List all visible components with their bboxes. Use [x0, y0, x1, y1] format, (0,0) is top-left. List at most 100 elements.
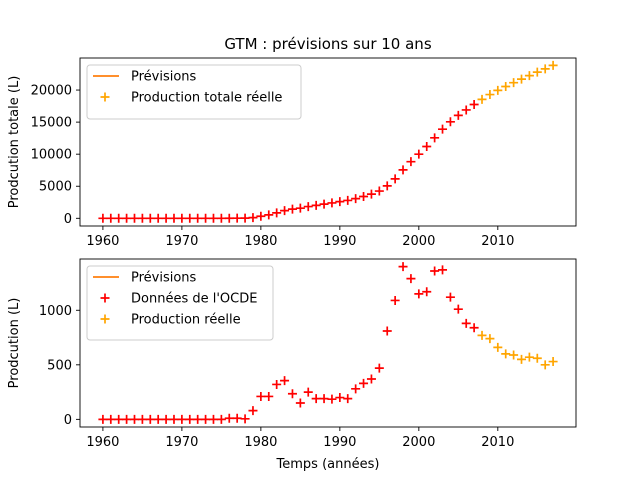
data-point	[272, 208, 282, 218]
data-point	[303, 202, 313, 212]
y-tick-label: 500	[47, 358, 72, 373]
data-point	[122, 213, 132, 223]
y-tick-label: 15000	[31, 116, 72, 131]
data-point	[335, 197, 345, 207]
x-tick-label: 1970	[165, 435, 198, 450]
data-point	[129, 213, 139, 223]
legend-plus-swatch	[100, 293, 110, 303]
data-point	[501, 82, 511, 92]
legend-label: Production totale réelle	[131, 91, 282, 106]
data-point	[216, 414, 226, 424]
legend-box	[86, 265, 274, 341]
y-tick-label: 1000	[39, 304, 72, 319]
x-tick-label: 1980	[244, 435, 277, 450]
data-point	[422, 287, 432, 297]
data-point	[185, 414, 195, 424]
data-point	[248, 406, 258, 416]
data-point	[256, 211, 266, 221]
legend-plus-swatch	[100, 314, 110, 324]
data-point	[122, 414, 132, 424]
data-point	[295, 203, 305, 213]
data-point	[319, 394, 329, 404]
x-tick-label: 1960	[86, 435, 119, 450]
data-point	[169, 414, 179, 424]
data-point	[359, 378, 369, 388]
data-point	[493, 85, 503, 95]
data-point	[390, 174, 400, 184]
data-point	[327, 394, 337, 404]
data-point	[280, 376, 290, 386]
legend-label: Prévisions	[131, 70, 197, 85]
data-point	[129, 414, 139, 424]
data-point	[137, 213, 147, 223]
data-point	[445, 117, 455, 127]
legend-label: Production réelle	[131, 313, 241, 328]
data-point	[232, 413, 242, 423]
data-point	[414, 289, 424, 299]
data-point	[343, 394, 353, 404]
bottom-panel: 1960 1970 1980 1990 2000 2010 0 500 1000 Prodcuti…	[7, 258, 577, 450]
data-point	[477, 94, 487, 104]
data-point	[343, 195, 353, 205]
data-point	[295, 398, 305, 408]
data-point	[430, 133, 440, 143]
y-axis-label: Prodcution totale (L)	[7, 76, 22, 209]
data-point	[161, 414, 171, 424]
data-point	[106, 414, 116, 424]
data-point	[453, 110, 463, 120]
data-point	[398, 262, 408, 272]
data-point	[469, 323, 479, 333]
y-tick-label: 0	[64, 413, 72, 428]
data-point	[548, 60, 558, 70]
data-point	[153, 213, 163, 223]
data-point	[548, 357, 558, 367]
data-point	[319, 199, 329, 209]
x-tick-label: 2000	[402, 234, 435, 249]
data-point	[406, 157, 416, 167]
data-point	[485, 90, 495, 100]
y-tick-label: 5000	[39, 180, 72, 195]
data-point	[351, 194, 361, 204]
data-point	[517, 354, 527, 364]
data-points	[98, 60, 558, 223]
x-tick-label: 1980	[244, 234, 277, 249]
data-point	[185, 213, 195, 223]
data-point	[414, 149, 424, 159]
data-point	[382, 326, 392, 336]
data-point	[177, 414, 187, 424]
data-point	[98, 414, 108, 424]
data-point	[453, 304, 463, 314]
data-point	[469, 99, 479, 109]
data-point	[351, 384, 361, 394]
data-point	[114, 414, 124, 424]
data-point	[461, 318, 471, 328]
plot-frame	[79, 258, 577, 428]
data-point	[240, 213, 250, 223]
data-point	[208, 414, 218, 424]
data-point	[169, 213, 179, 223]
data-point	[359, 192, 369, 202]
x-tick-label: 1960	[86, 234, 119, 249]
data-point	[208, 213, 218, 223]
data-point	[311, 200, 321, 210]
data-point	[280, 206, 290, 216]
data-point	[532, 67, 542, 77]
data-point	[287, 389, 297, 399]
data-point	[540, 360, 550, 370]
data-point	[477, 330, 487, 340]
data-point	[398, 165, 408, 175]
data-point	[193, 414, 203, 424]
data-point	[193, 213, 203, 223]
legend-label: Données de l'OCDE	[131, 292, 257, 307]
x-tick-label: 1990	[323, 234, 356, 249]
data-point	[524, 71, 534, 81]
data-point	[256, 391, 266, 401]
data-point	[106, 213, 116, 223]
data-point	[509, 78, 519, 88]
x-tick-label: 1990	[323, 435, 356, 450]
data-point	[98, 213, 108, 223]
data-point	[422, 141, 432, 151]
x-tick-label: 2000	[402, 435, 435, 450]
legend-box	[86, 64, 302, 120]
